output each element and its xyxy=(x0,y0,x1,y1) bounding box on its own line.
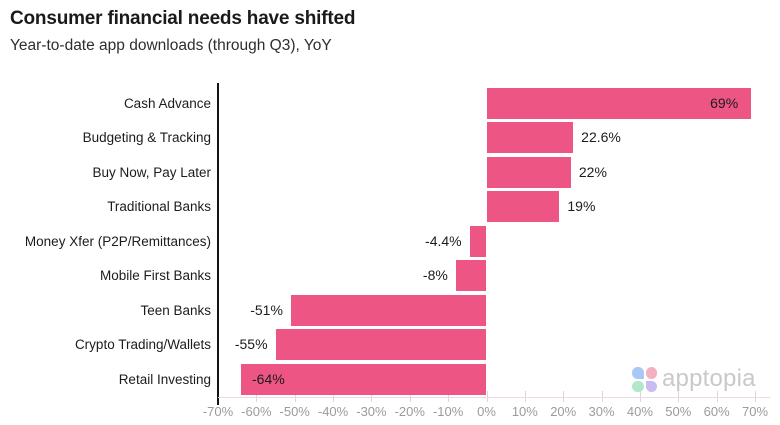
axis-tick-label: -60% xyxy=(241,404,272,419)
value-label: -8% xyxy=(422,267,448,284)
category-label: Budgeting & Tracking xyxy=(82,130,211,146)
value-label: -55% xyxy=(234,336,268,353)
chart-row: Money Xfer (P2P/Remittances) -4.4% xyxy=(0,224,780,259)
axis-tick-label: 0% xyxy=(477,404,496,419)
category-label: Retail Investing xyxy=(118,371,211,387)
chart-row: Crypto Trading/Wallets -55% xyxy=(0,328,780,363)
plot-rows: Cash Advance 69% Budgeting & Tracking 22.6%… xyxy=(0,86,780,397)
axis-tick-label: 10% xyxy=(511,404,538,419)
axis-tick-label: 40% xyxy=(626,404,653,419)
axis-tick-label: -10% xyxy=(432,404,464,419)
bar xyxy=(486,122,574,154)
bar xyxy=(486,156,571,188)
bar xyxy=(455,260,487,292)
axis-tick-label: -50% xyxy=(279,404,310,419)
apptopia-wordmark: apptopia xyxy=(662,365,756,392)
category-label: Buy Now, Pay Later xyxy=(92,164,211,180)
value-label: 19% xyxy=(567,198,596,215)
y-axis-line xyxy=(216,83,219,405)
bar-track: 22.6% xyxy=(218,122,755,154)
bar xyxy=(290,294,487,326)
value-label: -64% xyxy=(252,370,285,387)
bar xyxy=(241,363,487,395)
axis-tick-label: 60% xyxy=(703,404,730,419)
bar-track: 22% xyxy=(218,156,755,188)
axis-tick-label: 50% xyxy=(665,404,692,419)
bar-track: 69% xyxy=(218,87,755,119)
chart-row: Cash Advance 69% xyxy=(0,86,780,121)
value-label: 22% xyxy=(578,163,607,180)
bar-track: -64% xyxy=(218,363,755,395)
x-axis-ticks: -70% -60% -50% -40% -30% -20% -10% 0% 10% 20% 30% 4… xyxy=(203,0,768,425)
category-label: Cash Advance xyxy=(123,95,211,111)
axis-tick-label: -20% xyxy=(394,404,425,419)
axis-tick-label: -40% xyxy=(317,404,349,419)
axis-tick-label: 70% xyxy=(741,404,769,419)
value-label: -4.4% xyxy=(425,232,462,249)
bar-track: -55% xyxy=(218,329,755,361)
axis-tick-label: -30% xyxy=(356,404,387,419)
chart-row: Teen Banks -51% xyxy=(0,293,780,328)
bar xyxy=(486,191,560,223)
category-label: Money Xfer (P2P/Remittances) xyxy=(24,233,211,249)
bar xyxy=(486,87,752,119)
axis-tick-label: 20% xyxy=(550,404,577,419)
apptopia-logo-icon xyxy=(632,367,657,392)
bar xyxy=(275,329,487,361)
logo-petal-purple xyxy=(645,380,657,392)
value-label: -51% xyxy=(250,301,283,318)
chart-subtitle: Year-to-date app downloads (through Q3),… xyxy=(10,37,332,54)
chart-row: Traditional Banks 19% xyxy=(0,190,780,225)
bar-track: 19% xyxy=(218,191,755,223)
category-label: Mobile First Banks xyxy=(99,268,211,284)
axis-tick-label: -70% xyxy=(202,404,234,419)
bar-track: -8% xyxy=(218,260,755,292)
value-label: 22.6% xyxy=(581,129,621,146)
apptopia-logo: apptopia xyxy=(632,364,756,392)
category-label: Traditional Banks xyxy=(107,199,211,215)
logo-petal-pink xyxy=(645,367,657,379)
logo-petal-green xyxy=(632,380,644,392)
chart-title: Consumer financial needs have shifted xyxy=(10,8,356,29)
chart-row: Budgeting & Tracking 22.6% xyxy=(0,121,780,156)
x-axis-baseline xyxy=(218,396,770,398)
chart-row: Retail Investing -64% xyxy=(0,362,780,397)
axis-tick-label: 30% xyxy=(588,404,615,419)
bar xyxy=(469,225,487,257)
category-label: Teen Banks xyxy=(140,302,211,318)
bar-track: -4.4% xyxy=(218,225,755,257)
category-label: Crypto Trading/Wallets xyxy=(74,337,211,353)
chart-row: Buy Now, Pay Later 22% xyxy=(0,155,780,190)
value-label: 69% xyxy=(710,94,739,111)
chart-row: Mobile First Banks -8% xyxy=(0,259,780,294)
logo-petal-blue xyxy=(632,367,644,379)
bar-track: -51% xyxy=(218,294,755,326)
